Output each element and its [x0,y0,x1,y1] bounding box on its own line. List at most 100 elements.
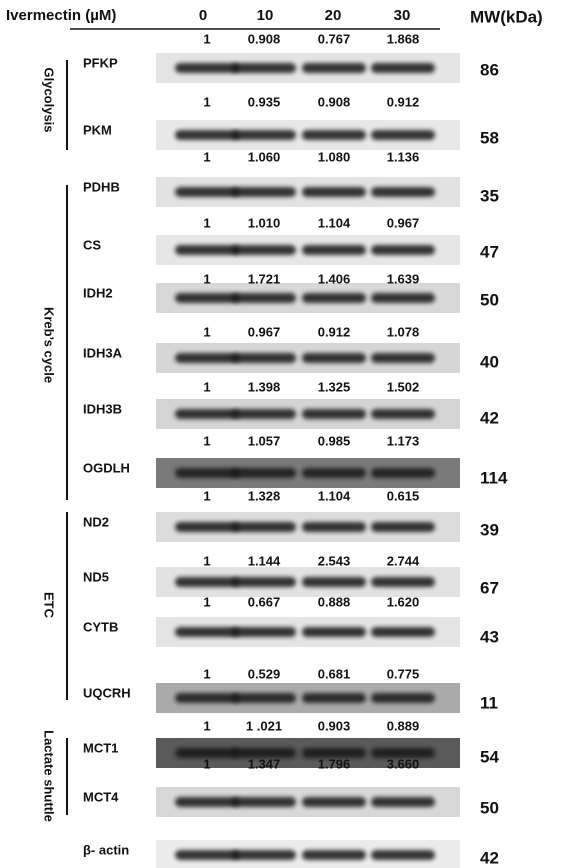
band [232,353,296,363]
quantification-value: 1.173 [387,433,420,448]
protein-name: CS [83,237,101,252]
band [302,353,366,363]
quantification-value: 1.010 [248,215,281,230]
quantification-value: 0.903 [318,718,351,733]
quantification-value: 0.912 [318,324,351,339]
band [371,130,435,140]
quantification-value: 1.104 [318,215,351,230]
quantification-value: 0.967 [248,324,281,339]
quantification-value: 1.398 [248,379,281,394]
band [175,353,239,363]
band [175,63,239,73]
quantification-value: 1 [203,31,210,46]
dose-label: 20 [325,7,342,24]
band [371,748,435,758]
band [371,245,435,255]
quantification-value: 3.660 [387,756,420,771]
band [175,850,239,860]
band [175,748,239,758]
protein-name: IDH3A [83,345,123,360]
quantification-value: 1.325 [318,379,351,394]
band [175,245,239,255]
band [371,293,435,303]
band [371,850,435,860]
band [232,693,296,703]
quantification-value: 1.328 [248,488,281,503]
band [232,468,296,478]
quantification-value: 0.888 [318,594,351,609]
quantification-value: 1 [203,324,210,339]
band [232,627,296,637]
band [175,409,239,419]
quantification-value: 1.406 [318,271,351,286]
band [232,409,296,419]
protein-name: PKM [83,122,112,137]
molecular-weight: 40 [480,352,499,371]
quantification-value: 0.908 [248,31,281,46]
band [302,409,366,419]
quantification-value: 1.721 [248,271,281,286]
quantification-value: 0.889 [387,718,420,733]
band [371,187,435,197]
molecular-weight: 50 [480,798,499,817]
band [371,627,435,637]
quantification-value: 0.967 [387,215,420,230]
group-label: Glycolysis [42,67,57,132]
band [175,627,239,637]
band [232,130,296,140]
molecular-weight: 35 [480,186,499,205]
molecular-weight: 114 [480,468,508,487]
molecular-weight: 86 [480,60,499,79]
protein-name: IDH3B [83,401,122,416]
protein-name: PDHB [83,179,120,194]
molecular-weight: 43 [480,627,499,646]
band [302,627,366,637]
quantification-value: 1.868 [387,31,420,46]
band [175,797,239,807]
quantification-value: 1 [203,94,210,109]
group-label: ETC [42,592,57,619]
quantification-value: 0.935 [248,94,281,109]
band [371,353,435,363]
protein-name: MCT4 [83,789,119,804]
band [302,468,366,478]
quantification-value: 0.985 [318,433,351,448]
protein-name: IDH2 [83,285,113,300]
molecular-weight: 67 [480,578,499,597]
protein-name: ND2 [83,514,109,529]
quantification-value: 1 [203,488,210,503]
quantification-value: 1 [203,594,210,609]
quantification-value: 1 [203,271,210,286]
molecular-weight: 11 [480,693,498,712]
protein-name: OGDLH [83,460,130,475]
band [371,693,435,703]
quantification-value: 1 [203,756,210,771]
band [175,693,239,703]
quantification-value: 1.080 [318,149,351,164]
protein-name: PFKP [83,55,118,70]
quantification-value: 1.057 [248,433,281,448]
band [302,63,366,73]
band [371,577,435,587]
band [175,130,239,140]
molecular-weight: 47 [480,242,499,261]
quantification-value: 1 .021 [246,718,282,733]
band [232,63,296,73]
protein-name: CYTB [83,619,118,634]
dose-label: 30 [394,7,411,24]
band [175,522,239,532]
quantification-value: 1.060 [248,149,281,164]
molecular-weight: 42 [480,848,499,867]
band [232,245,296,255]
band [302,577,366,587]
band [371,63,435,73]
band [302,293,366,303]
mw-label: MW(kDa) [470,7,543,26]
band [371,468,435,478]
band [302,130,366,140]
band [232,187,296,197]
dose-label: 0 [199,7,207,24]
molecular-weight: 58 [480,128,499,147]
band [232,577,296,587]
